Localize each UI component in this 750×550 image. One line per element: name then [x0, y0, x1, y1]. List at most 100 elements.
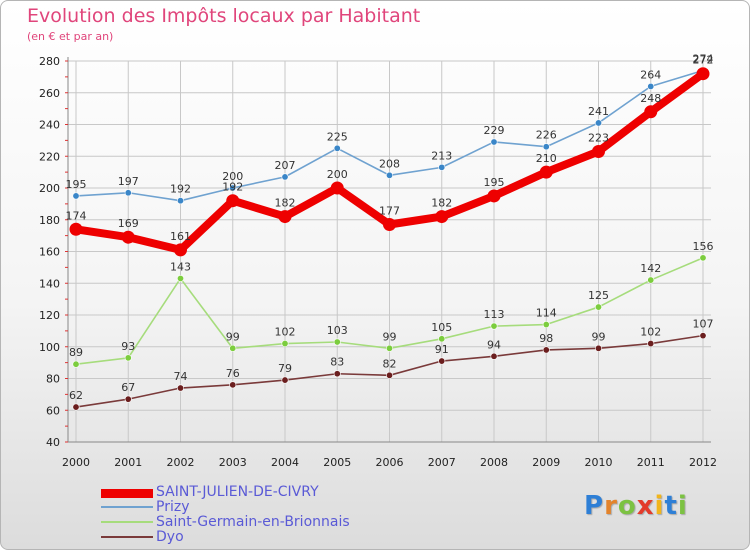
data-label: 223 [588, 131, 609, 144]
data-label: 114 [536, 307, 557, 320]
data-label: 241 [588, 105, 609, 118]
chart-subtitle: (en € et par an) [27, 30, 114, 43]
data-point [177, 197, 185, 205]
data-label: 99 [592, 330, 606, 343]
data-label: 76 [226, 367, 240, 380]
y-tick-label: 80 [46, 373, 60, 386]
data-point [385, 171, 393, 179]
logo-letter: P [584, 491, 605, 521]
data-label: 67 [121, 381, 135, 394]
data-point [124, 189, 132, 197]
data-label: 195 [484, 176, 505, 189]
data-label: 169 [118, 217, 139, 230]
data-point [383, 218, 396, 232]
data-label: 103 [327, 324, 348, 337]
x-tick-label: 2007 [428, 456, 456, 469]
data-label: 272 [693, 54, 714, 67]
data-point [226, 194, 240, 208]
data-point [438, 163, 446, 171]
data-point [487, 189, 501, 203]
data-label: 161 [170, 230, 191, 243]
data-label: 207 [275, 159, 296, 172]
legend-swatch [101, 521, 153, 523]
logo-letter: i [654, 491, 665, 521]
data-point [177, 384, 185, 392]
data-label: 105 [431, 321, 452, 334]
data-label: 200 [222, 170, 243, 183]
x-tick-label: 2003 [219, 456, 247, 469]
data-label: 229 [484, 124, 505, 137]
data-label: 200 [327, 168, 348, 181]
data-point [72, 360, 80, 368]
legend-label: Dyo [156, 529, 184, 545]
data-label: 182 [431, 197, 452, 210]
data-point [592, 144, 605, 158]
data-point [72, 192, 80, 200]
data-point [647, 82, 655, 90]
data-label: 264 [640, 68, 661, 81]
data-label: 156 [693, 240, 714, 253]
data-label: 192 [222, 181, 243, 194]
data-point [333, 144, 341, 152]
data-label: 143 [170, 260, 191, 273]
data-point [490, 138, 498, 146]
data-label: 208 [379, 157, 400, 170]
logo-letter: r [604, 491, 618, 521]
x-tick-label: 2002 [167, 456, 195, 469]
data-point [699, 332, 707, 340]
y-tick-label: 240 [39, 119, 60, 132]
legend-label: SAINT-JULIEN-DE-CIVRY [156, 484, 319, 500]
x-tick-label: 2005 [323, 456, 351, 469]
x-tick-label: 2001 [114, 456, 142, 469]
data-label: 74 [174, 370, 188, 383]
data-point [333, 338, 341, 346]
data-label: 113 [484, 308, 505, 321]
data-point [174, 243, 187, 257]
data-point [281, 340, 289, 348]
data-label: 79 [278, 362, 292, 375]
data-label: 62 [69, 389, 83, 402]
legend-swatch [101, 506, 153, 508]
data-point [281, 376, 289, 384]
y-tick-label: 180 [39, 214, 60, 227]
data-point [542, 143, 550, 151]
data-point [696, 67, 710, 81]
y-tick-label: 100 [39, 341, 60, 354]
data-label: 225 [327, 130, 348, 143]
x-tick-label: 2004 [271, 456, 299, 469]
data-point [699, 254, 707, 262]
data-label: 182 [275, 197, 296, 210]
y-tick-label: 220 [39, 150, 60, 163]
data-point [229, 344, 237, 352]
x-tick-label: 2010 [585, 456, 613, 469]
data-label: 102 [640, 326, 661, 339]
data-label: 107 [693, 318, 714, 331]
data-point [124, 354, 132, 362]
data-point [647, 340, 655, 348]
data-point [594, 344, 602, 352]
data-label: 125 [588, 289, 609, 302]
data-label: 83 [330, 356, 344, 369]
data-point [438, 335, 446, 343]
data-label: 102 [275, 326, 296, 339]
data-label: 197 [118, 175, 139, 188]
legend-swatch [101, 536, 153, 538]
data-label: 99 [226, 330, 240, 343]
data-point [644, 105, 658, 119]
y-tick-label: 60 [46, 404, 60, 417]
y-tick-label: 280 [39, 55, 60, 68]
data-point [542, 346, 550, 354]
y-tick-label: 200 [39, 182, 60, 195]
y-tick-label: 260 [39, 87, 60, 100]
x-tick-label: 2009 [532, 456, 560, 469]
data-point [229, 381, 237, 389]
data-label: 195 [66, 178, 87, 191]
logo-letter: x [636, 491, 655, 521]
data-point [69, 222, 83, 236]
data-label: 210 [536, 152, 557, 165]
data-point [278, 210, 292, 224]
data-label: 192 [170, 183, 191, 196]
x-tick-label: 2000 [62, 456, 90, 469]
data-label: 226 [536, 129, 557, 142]
